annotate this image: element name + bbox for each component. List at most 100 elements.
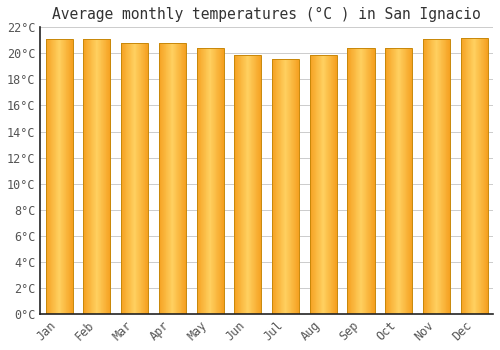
Bar (362, 48, 363, 314)
Bar (100, 39, 101, 314)
Bar (397, 48, 398, 314)
Bar (333, 55, 334, 314)
Bar (298, 58, 299, 314)
Bar (274, 58, 275, 314)
Bar (211, 48, 212, 314)
Bar (63, 39, 64, 314)
Bar (84, 39, 85, 314)
Bar (60, 39, 61, 314)
Bar (182, 43, 183, 314)
Bar (208, 48, 210, 314)
Bar (394, 48, 395, 314)
Bar (478, 38, 479, 314)
Bar (295, 58, 296, 314)
Bar (129, 43, 130, 314)
Bar (56, 39, 57, 314)
Bar (147, 43, 148, 314)
Bar (356, 48, 357, 314)
Bar (185, 43, 186, 314)
Bar (330, 55, 331, 314)
Bar (396, 48, 397, 314)
Bar (427, 39, 428, 314)
Bar (91, 39, 92, 314)
Bar (58, 39, 59, 314)
Bar (255, 55, 256, 314)
Bar (196, 48, 224, 314)
Bar (206, 48, 207, 314)
Bar (331, 55, 332, 314)
Bar (487, 38, 488, 314)
Bar (216, 48, 217, 314)
Bar (106, 39, 107, 314)
Bar (108, 39, 109, 314)
Bar (433, 39, 434, 314)
Bar (297, 58, 298, 314)
Bar (428, 39, 429, 314)
Bar (366, 48, 367, 314)
Bar (200, 48, 201, 314)
Bar (251, 55, 252, 314)
Bar (369, 48, 370, 314)
Bar (272, 58, 273, 314)
Bar (260, 55, 261, 314)
Bar (367, 48, 368, 314)
Bar (294, 58, 295, 314)
Bar (288, 58, 289, 314)
Bar (125, 43, 126, 314)
Bar (178, 43, 179, 314)
Bar (130, 43, 131, 314)
Bar (448, 39, 449, 314)
Bar (210, 48, 211, 314)
Bar (320, 55, 321, 314)
Bar (257, 55, 258, 314)
Bar (65, 39, 66, 314)
Bar (242, 55, 243, 314)
Bar (66, 39, 67, 314)
Bar (97, 39, 98, 314)
Bar (51, 39, 52, 314)
Bar (411, 48, 412, 314)
Bar (358, 48, 359, 314)
Bar (461, 38, 462, 314)
Bar (86, 39, 87, 314)
Bar (272, 58, 299, 314)
Bar (138, 43, 139, 314)
Bar (357, 48, 358, 314)
Bar (85, 39, 86, 314)
Bar (278, 58, 279, 314)
Bar (277, 58, 278, 314)
Bar (273, 58, 274, 314)
Bar (410, 48, 411, 314)
Bar (213, 48, 214, 314)
Bar (368, 48, 369, 314)
Bar (124, 43, 125, 314)
Bar (327, 55, 328, 314)
Bar (468, 38, 469, 314)
Bar (469, 38, 470, 314)
Bar (462, 38, 463, 314)
Bar (315, 55, 316, 314)
Bar (322, 55, 323, 314)
Bar (431, 39, 432, 314)
Bar (480, 38, 481, 314)
Bar (438, 39, 439, 314)
Bar (248, 55, 249, 314)
Bar (135, 43, 136, 314)
Bar (258, 55, 259, 314)
Bar (183, 43, 184, 314)
Bar (464, 38, 465, 314)
Bar (107, 39, 108, 314)
Bar (252, 55, 253, 314)
Bar (439, 39, 440, 314)
Bar (197, 48, 198, 314)
Bar (205, 48, 206, 314)
Bar (448, 39, 449, 314)
Bar (223, 48, 224, 314)
Bar (52, 39, 53, 314)
Bar (313, 55, 314, 314)
Bar (293, 58, 294, 314)
Bar (385, 48, 386, 314)
Bar (398, 48, 400, 314)
Bar (329, 55, 330, 314)
Bar (141, 43, 142, 314)
